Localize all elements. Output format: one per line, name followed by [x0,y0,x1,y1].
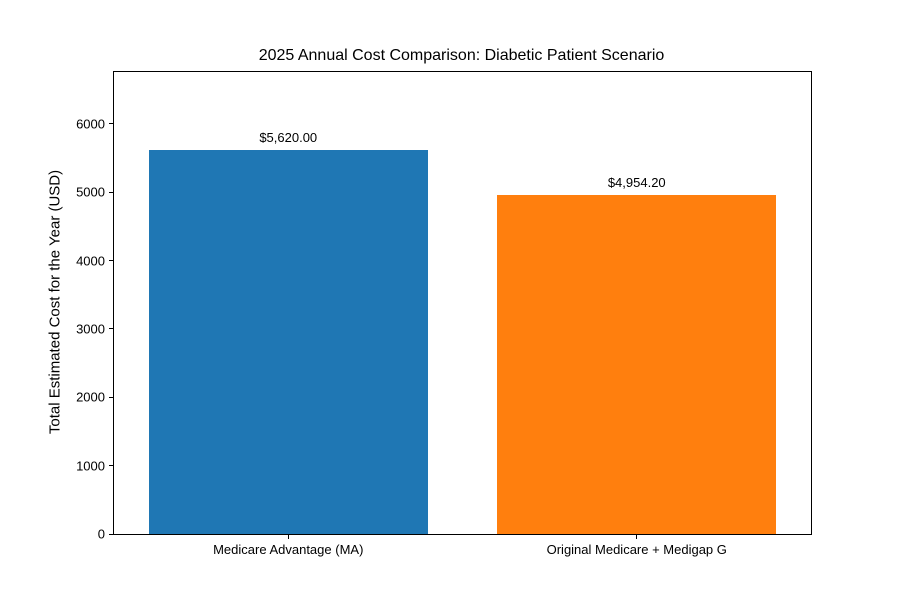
bar [497,195,777,534]
y-tick-label: 1000 [76,458,105,474]
x-tick-label: Original Medicare + Medigap G [546,542,727,557]
y-tick-label: 5000 [76,184,105,200]
y-tick-mark [109,396,113,398]
y-tick-label: 2000 [76,389,105,405]
bar [148,149,428,534]
y-tick-mark [109,260,113,262]
plot-area: 0 1000 2000 3000 4000 5000 6000 $5,620.00 Medica… [76,71,812,557]
y-tick-label: 3000 [76,321,105,337]
y-tick-mark [109,533,113,535]
x-tick-label: Medicare Advantage (MA) [213,542,364,557]
y-tick-mark [109,191,113,193]
bar-value-label: $4,954.20 [607,175,666,191]
y-tick-mark [109,465,113,467]
bar-value-label: $5,620.00 [259,129,318,145]
y-axis-label: Total Estimated Cost for the Year (USD) [46,169,64,435]
y-tick-label: 4000 [76,253,105,269]
y-tick-mark [109,328,113,330]
x-tick-mark [636,535,638,539]
chart-title: 2025 Annual Cost Comparison: Diabetic Pa… [258,47,665,64]
y-tick-mark [109,123,113,125]
y-tick-label: 6000 [76,116,105,132]
y-tick-label: 0 [97,526,105,542]
x-tick-mark [287,535,289,539]
